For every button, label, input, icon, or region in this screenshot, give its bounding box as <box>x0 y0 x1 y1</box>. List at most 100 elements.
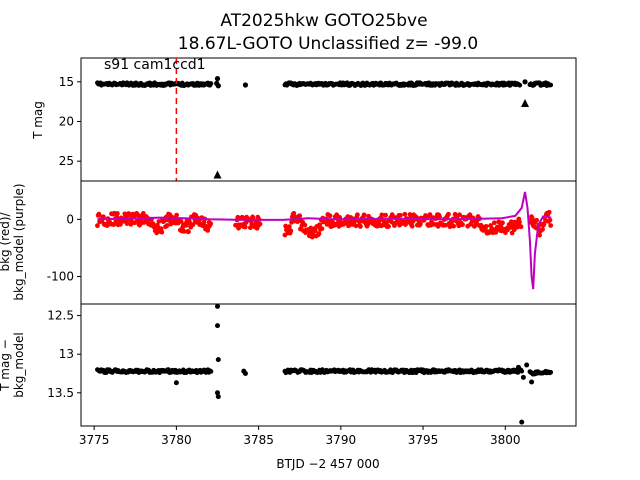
background-point <box>451 223 457 229</box>
background-point <box>427 212 433 218</box>
background-point <box>186 229 191 235</box>
corrected-point <box>520 374 526 380</box>
x-tick-label: 3795 <box>408 433 439 447</box>
background-point <box>288 228 294 234</box>
corrected-point <box>548 369 554 375</box>
corrected-point <box>529 379 535 385</box>
background-point <box>286 224 292 230</box>
panel-corrected-magnitude: 12.5 13 13.5 3775 3780 3785 3790 3795 3800 <box>47 303 577 447</box>
top-ylabel: T mag <box>31 101 45 140</box>
background-point <box>483 223 489 229</box>
chart-title-line2: 18.67L-GOTO Unclassified z= -99.0 <box>178 34 478 54</box>
y-tick-label: 0 <box>66 212 74 226</box>
ylabel-line: T mag − <box>0 339 12 392</box>
sector-label: s91 cam1ccd1 <box>104 57 206 73</box>
background-point <box>379 212 385 218</box>
background-point <box>409 223 415 229</box>
background-point <box>540 227 545 232</box>
background-point <box>312 228 318 234</box>
background-point <box>95 223 100 229</box>
flux-point <box>522 79 528 85</box>
corrected-point <box>524 362 530 368</box>
background-point <box>140 210 146 216</box>
x-axis-label: BTJD −2 457 000 <box>276 457 379 471</box>
background-point <box>302 222 308 228</box>
corrected-point <box>214 390 220 396</box>
background-point <box>548 223 554 228</box>
background-point <box>353 223 359 229</box>
background-point <box>437 214 442 220</box>
background-point <box>96 211 102 217</box>
background-point <box>316 231 322 236</box>
background-point <box>402 211 408 217</box>
x-tick-label: 3785 <box>243 433 274 447</box>
y-tick-label: 25 <box>59 154 74 168</box>
background-point <box>156 219 162 224</box>
background-point <box>355 212 360 218</box>
background-point <box>327 213 333 219</box>
flux-point <box>215 83 221 89</box>
background-point <box>178 218 184 224</box>
flux-point <box>517 82 523 88</box>
background-point <box>317 222 323 228</box>
top-frame <box>80 57 577 182</box>
background-point <box>358 224 363 229</box>
background-point <box>242 224 248 230</box>
middle-ylabel: bkg (red)/bkg_model (purple) <box>0 183 26 300</box>
x-tick-label: 3800 <box>490 433 521 447</box>
background-point <box>491 220 497 226</box>
background-point <box>190 222 196 228</box>
background-model-line <box>97 191 552 290</box>
background-point <box>446 211 451 217</box>
flux-point <box>242 82 249 88</box>
background-point <box>297 213 303 219</box>
flux-point <box>548 82 554 88</box>
background-point <box>257 221 263 227</box>
corrected-point <box>214 303 220 309</box>
ylabel-line: bkg (red)/ <box>0 212 12 272</box>
bottom-frame <box>80 303 577 427</box>
background-point <box>383 212 388 218</box>
background-point <box>361 212 367 218</box>
y-tick-label: 20 <box>59 114 74 128</box>
corrected-point <box>215 357 221 363</box>
background-point <box>174 212 180 218</box>
middle-frame <box>80 180 577 305</box>
background-point <box>517 219 522 225</box>
y-tick-label: -100 <box>47 270 74 284</box>
x-tick-label: 3790 <box>326 433 357 447</box>
background-point <box>181 229 187 234</box>
background-point <box>115 211 120 216</box>
y-tick-label: 12.5 <box>47 309 74 323</box>
corrected-point <box>214 323 220 329</box>
background-point <box>546 209 552 215</box>
background-point <box>417 221 423 227</box>
y-tick-label: 13 <box>59 347 74 361</box>
background-point <box>208 221 214 227</box>
background-point <box>291 210 297 216</box>
corrected-point <box>519 368 525 374</box>
x-tick-label: 3775 <box>79 433 110 447</box>
y-tick-label: 15 <box>59 75 74 89</box>
panel-background: 0 -100 <box>47 180 577 305</box>
x-tick-label: 3780 <box>161 433 192 447</box>
background-point <box>124 221 130 226</box>
corrected-point <box>519 419 525 425</box>
y-tick-label: 13.5 <box>47 386 74 400</box>
upper-limit-marker <box>521 99 530 108</box>
chart-title-line1: AT2025hkw GOTO25bve <box>220 11 427 31</box>
background-point <box>159 229 165 235</box>
corrected-point <box>208 369 214 374</box>
corrected-point <box>515 364 521 370</box>
background-point <box>537 232 542 238</box>
background-point <box>518 224 524 230</box>
corrected-point <box>242 370 248 376</box>
background-point <box>319 226 325 232</box>
ylabel-line: bkg_model (purple) <box>12 183 26 300</box>
background-point <box>283 223 289 229</box>
ylabel-line: T mag <box>31 101 45 140</box>
background-point <box>460 222 465 227</box>
background-point <box>547 217 553 223</box>
background-point <box>183 222 189 228</box>
